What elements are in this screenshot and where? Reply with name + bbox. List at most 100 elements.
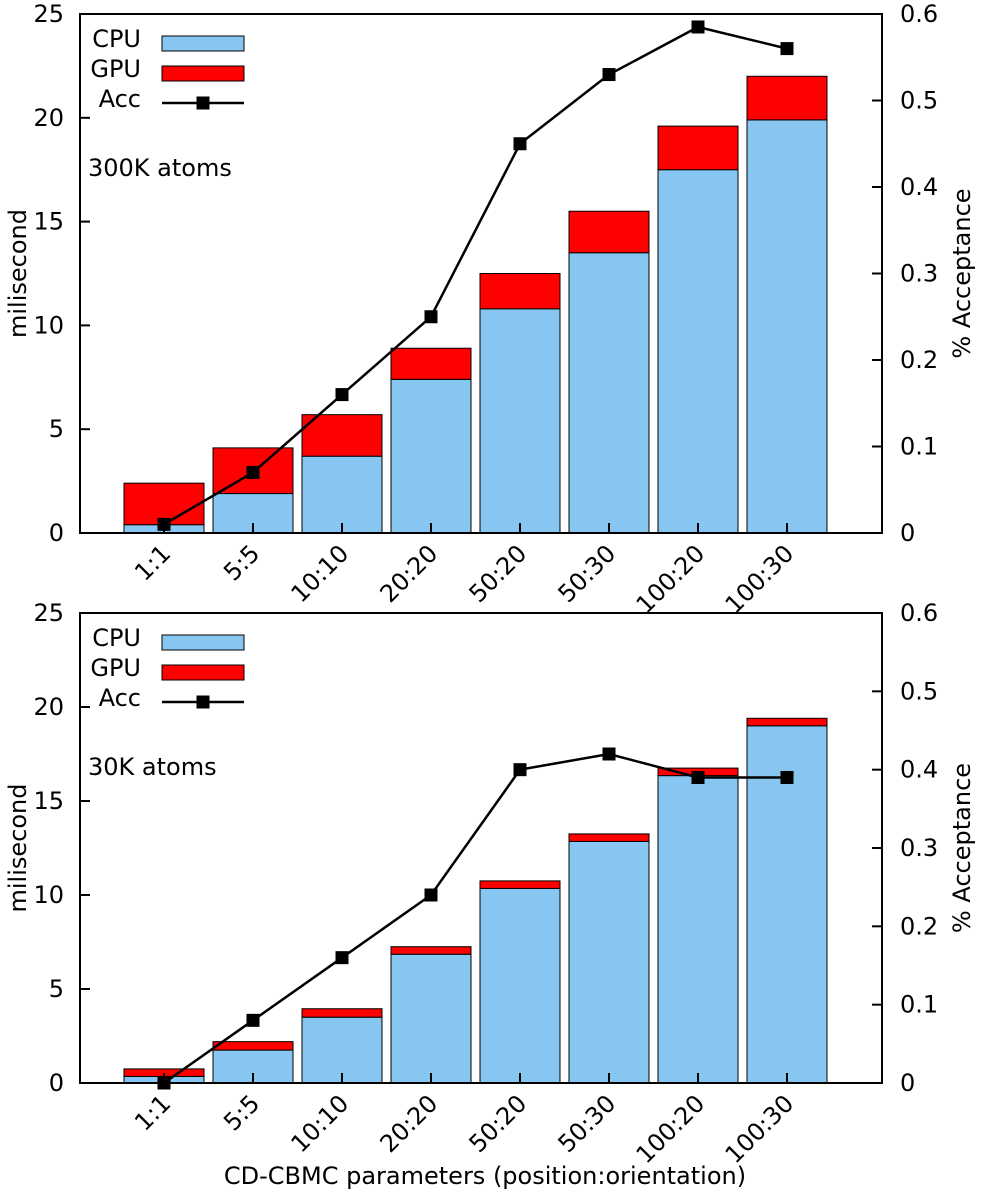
- bar-cpu: [568, 252, 650, 534]
- acc-point: [513, 137, 527, 151]
- x-tick-label: 100:20: [631, 1089, 711, 1169]
- y2-tick-label: 0.6: [900, 599, 938, 627]
- x-tick-label: 20:20: [375, 1089, 444, 1158]
- bar-cpu: [746, 119, 828, 534]
- y-axis-title: milisecond: [4, 784, 32, 913]
- bar-gpu: [746, 75, 828, 121]
- y2-tick-label: 0.2: [900, 912, 938, 940]
- bar-cpu: [746, 725, 828, 1084]
- bar-gpu: [746, 717, 828, 727]
- acc-point: [335, 951, 349, 965]
- y-tick-label: 0: [49, 1069, 64, 1097]
- legend-label-gpu: GPU: [90, 654, 141, 682]
- y-tick-label: 0: [49, 519, 64, 547]
- x-tick-label: 100:30: [720, 539, 800, 619]
- x-tick-label: 100:30: [720, 1089, 800, 1169]
- bar-gpu: [212, 1041, 294, 1051]
- bar-gpu: [479, 273, 561, 310]
- x-tick-label: 100:20: [631, 539, 711, 619]
- bar-gpu: [568, 833, 650, 842]
- acc-point: [424, 310, 438, 324]
- x-tick-label: 50:30: [553, 1089, 622, 1158]
- x-tick-label: 50:30: [553, 539, 622, 608]
- y-tick-label: 15: [33, 787, 64, 815]
- y2-tick-label: 0.6: [900, 0, 938, 28]
- panel-annotation: 300K atoms: [88, 154, 232, 182]
- y2-tick-label: 0.5: [900, 677, 938, 705]
- bar-gpu: [657, 125, 739, 171]
- bar-gpu: [568, 210, 650, 254]
- acc-point: [602, 747, 616, 761]
- y2-tick-label: 0.1: [900, 433, 938, 461]
- x-tick-label: 50:20: [464, 1089, 533, 1158]
- legend-swatch-cpu: [161, 35, 245, 52]
- x-tick-label: 10:10: [286, 1089, 355, 1158]
- bar-cpu: [390, 953, 472, 1084]
- y2-tick-label: 0.5: [900, 87, 938, 115]
- bar-cpu: [301, 1016, 383, 1084]
- chart-panel-2: 0 5 10 15 20 25 0 0.1 0.2 0.3 0.4 0.5 0.6 1:1 5:5 10:10…: [4, 599, 976, 1169]
- bar-cpu: [568, 840, 650, 1084]
- y-axis-title: milisecond: [4, 209, 32, 338]
- legend-swatch-cpu: [161, 634, 245, 651]
- acc-point: [780, 42, 794, 56]
- legend-label-acc: Acc: [99, 684, 141, 712]
- legend-marker-acc: [196, 695, 210, 709]
- y2-tick-label: 0.2: [900, 346, 938, 374]
- bar-cpu: [479, 308, 561, 534]
- y-tick-label: 25: [33, 0, 64, 28]
- x-axis-title: CD-CBMC parameters (position:orientation…: [223, 1162, 747, 1190]
- bar-gpu: [123, 482, 205, 526]
- y-tick-label: 20: [33, 104, 64, 132]
- acc-point: [424, 888, 438, 902]
- legend-label-cpu: CPU: [92, 25, 141, 53]
- y-tick-label: 15: [33, 208, 64, 236]
- bar-cpu: [657, 169, 739, 534]
- acc-point: [246, 1013, 260, 1027]
- acc-point: [691, 20, 705, 34]
- y2-tick-label: 0.3: [900, 260, 938, 288]
- y-tick-label: 10: [33, 311, 64, 339]
- acc-point: [513, 763, 527, 777]
- acc-point: [691, 771, 705, 784]
- legend-marker-acc: [196, 96, 210, 110]
- bar-cpu: [301, 455, 383, 534]
- y-tick-label: 25: [33, 599, 64, 627]
- bar-gpu: [479, 880, 561, 889]
- acc-point: [246, 465, 260, 479]
- x-tick-label: 50:20: [464, 539, 533, 608]
- bar-gpu: [301, 1008, 383, 1018]
- bar-cpu: [479, 887, 561, 1084]
- chart-panel-1: 0 5 10 15 20 25 0 0.1 0.2 0.3 0.4 0.5 0.6 1:1 5:5 10:10…: [4, 0, 976, 619]
- y2-tick-label: 0.4: [900, 173, 938, 201]
- y2-tick-label: 0: [900, 519, 915, 547]
- x-tick-label: 10:10: [286, 539, 355, 608]
- y-tick-label: 5: [49, 415, 64, 443]
- legend-label-acc: Acc: [99, 85, 141, 113]
- panel-annotation: 30K atoms: [88, 753, 217, 781]
- legend-swatch-gpu: [161, 65, 245, 82]
- x-tick-label: 5:5: [218, 1089, 265, 1136]
- legend-swatch-gpu: [161, 664, 245, 681]
- y-tick-label: 5: [49, 975, 64, 1003]
- y2-tick-label: 0.1: [900, 991, 938, 1019]
- bar-cpu: [390, 378, 472, 534]
- y-tick-label: 20: [33, 693, 64, 721]
- x-tick-label: 20:20: [375, 539, 444, 608]
- acc-line: [163, 25, 788, 526]
- y2-axis-title: % Acceptance: [948, 188, 976, 358]
- y-tick-label: 10: [33, 881, 64, 909]
- acc-line: [163, 752, 787, 1085]
- legend-label-cpu: CPU: [92, 624, 141, 652]
- y2-axis-title: % Acceptance: [948, 763, 976, 933]
- x-tick-label: 5:5: [218, 539, 265, 586]
- bar-cpu: [657, 775, 739, 1084]
- acc-point: [335, 388, 349, 402]
- y2-tick-label: 0.3: [900, 834, 938, 862]
- bar-gpu: [390, 946, 472, 955]
- x-tick-label: 1:1: [129, 539, 176, 586]
- bar-gpu: [390, 347, 472, 380]
- y2-tick-label: 0.4: [900, 756, 938, 784]
- bar-gpu: [301, 414, 383, 457]
